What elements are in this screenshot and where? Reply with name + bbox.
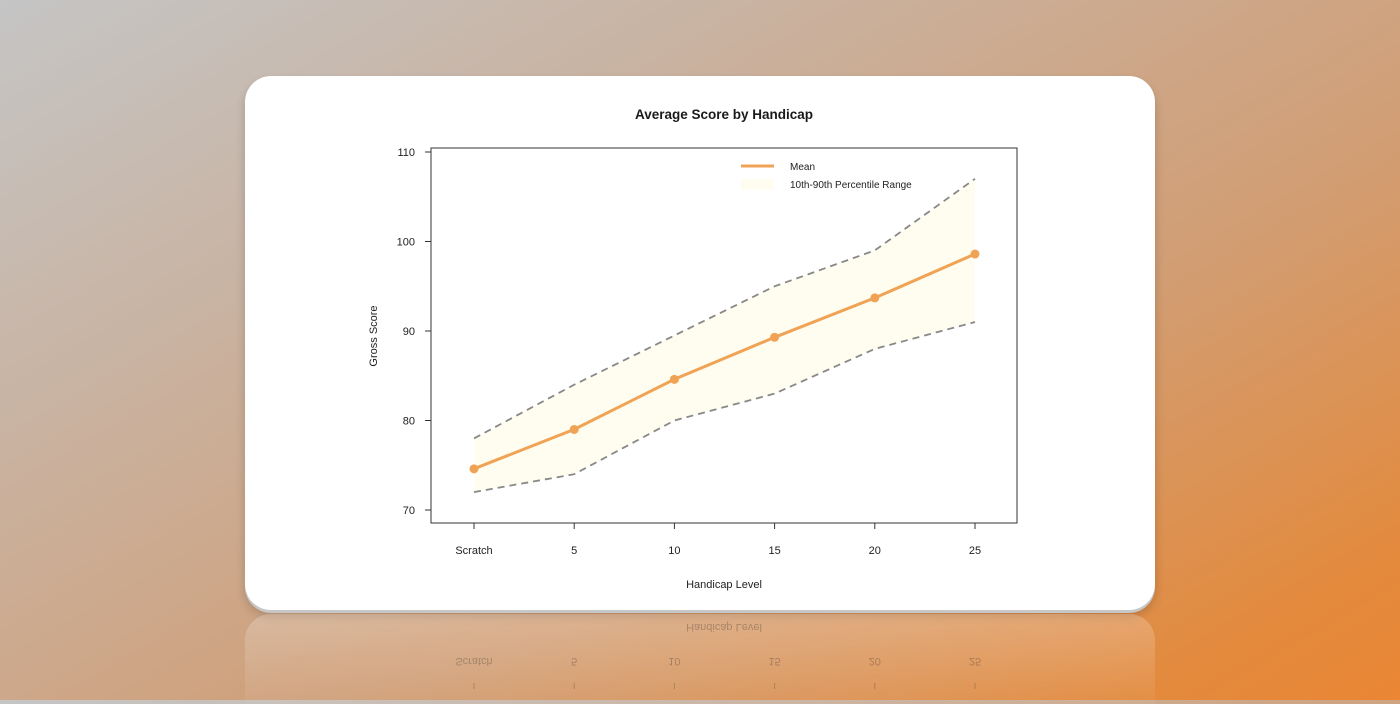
x-tick-label: 5 xyxy=(571,545,577,557)
x-tick-label: 20 xyxy=(869,545,881,557)
mean-point-15 xyxy=(770,332,780,342)
line-chart: Average Score by Handicap 70 80 90 100 110 S… xyxy=(368,107,1018,591)
reflection-x-tick-label: Scratch xyxy=(455,655,492,667)
reflection-x-axis-label: Handicap Level xyxy=(686,621,762,633)
chart-title: Average Score by Handicap xyxy=(635,107,813,122)
x-axis: Scratch 5 10 15 20 25 xyxy=(455,523,981,557)
legend-band-swatch xyxy=(741,179,774,190)
legend: Mean 10th-90th Percentile Range xyxy=(741,162,912,191)
legend-band-label: 10th-90th Percentile Range xyxy=(790,180,912,191)
mean-series-points xyxy=(469,249,980,474)
percentile-lower-line xyxy=(473,321,976,493)
reflection-image: Handicap Level Scratch 5 10 15 20 25 xyxy=(455,621,981,689)
card-reflection: Handicap Level Scratch 5 10 15 20 25 xyxy=(245,614,1155,704)
percentile-upper-line xyxy=(473,178,976,440)
mean-point-20 xyxy=(870,293,880,303)
mean-point-scratch xyxy=(469,464,479,474)
x-tick-label: 10 xyxy=(668,545,680,557)
mean-point-5 xyxy=(569,424,579,434)
y-tick-label: 90 xyxy=(403,326,415,338)
mean-point-10 xyxy=(669,374,679,384)
x-tick-label: 15 xyxy=(768,545,780,557)
plot-area xyxy=(469,178,980,493)
reflection-x-ticks: Scratch 5 10 15 20 25 xyxy=(455,655,981,689)
reflection-x-tick-label: 25 xyxy=(969,655,981,667)
x-tick-label: Scratch xyxy=(455,545,492,557)
y-tick-label: 100 xyxy=(397,237,415,249)
percentile-band-fill xyxy=(474,178,975,493)
x-axis-label: Handicap Level xyxy=(686,579,762,591)
y-axis: 70 80 90 100 110 xyxy=(397,147,432,517)
chart-card: Average Score by Handicap 70 80 90 100 110 S… xyxy=(245,76,1155,610)
reflection-x-tick-label: 20 xyxy=(869,655,881,667)
reflection-x-tick-label: 10 xyxy=(668,655,680,667)
y-tick-label: 80 xyxy=(403,416,415,428)
reflection-x-tick-label: 5 xyxy=(571,655,577,667)
y-tick-label: 70 xyxy=(403,505,415,517)
reflection-x-tick-label: 15 xyxy=(768,655,780,667)
y-axis-label: Gross Score xyxy=(368,305,380,366)
y-tick-label: 110 xyxy=(397,147,415,159)
x-tick-label: 25 xyxy=(969,545,981,557)
mean-point-25 xyxy=(970,249,980,259)
legend-mean-label: Mean xyxy=(790,162,815,173)
mean-series-line xyxy=(473,252,976,471)
